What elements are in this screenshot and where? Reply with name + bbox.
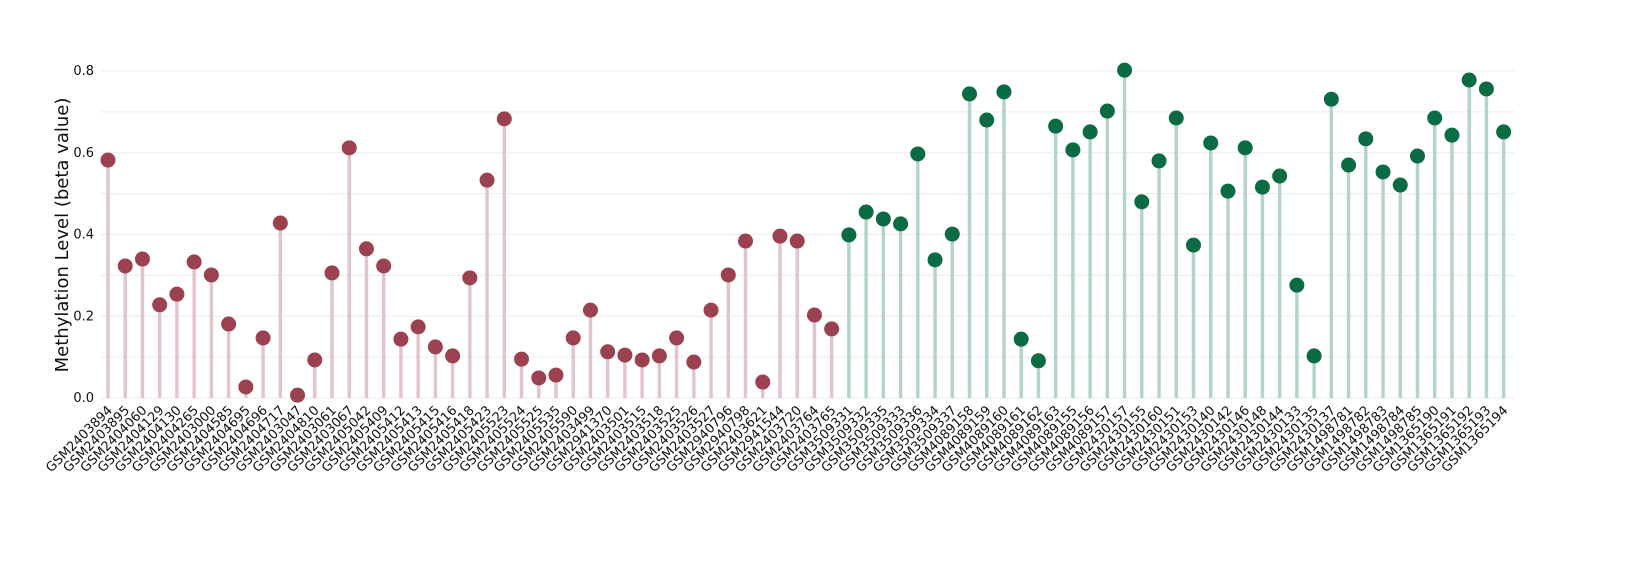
lollipop-point <box>789 233 805 249</box>
lollipop-point <box>910 146 926 162</box>
lollipop-point <box>979 112 995 128</box>
lollipop-point <box>686 354 702 370</box>
lollipop-point <box>1013 331 1029 347</box>
lollipop-point <box>531 370 547 386</box>
lollipop-point <box>858 204 874 220</box>
lollipop-point <box>221 316 237 332</box>
lollipop-point <box>1099 103 1115 119</box>
lollipop-point <box>134 251 150 267</box>
lollipop-point <box>410 319 426 335</box>
lollipop-point <box>117 258 133 274</box>
lollipop-point <box>1306 348 1322 364</box>
lollipop-point <box>651 348 667 364</box>
y-tick-label: 0.4 <box>73 228 94 243</box>
lollipop-point <box>548 367 564 383</box>
lollipop-point <box>875 211 891 227</box>
lollipop-point <box>565 330 581 346</box>
lollipop-point <box>100 152 116 168</box>
lollipop-point <box>772 228 788 244</box>
lollipop-point <box>1030 353 1046 369</box>
lollipop-point <box>290 387 306 403</box>
lollipop-point <box>479 172 495 188</box>
lollipop-point <box>755 374 771 390</box>
lollipop-point <box>445 348 461 364</box>
lollipop-point <box>1375 164 1391 180</box>
y-tick-label: 0.8 <box>73 64 94 79</box>
lollipop-point <box>1289 277 1305 293</box>
lollipop-point <box>962 86 977 102</box>
lollipop-point <box>1341 157 1357 173</box>
lollipop-point <box>427 339 443 355</box>
lollipop-point <box>376 258 392 274</box>
lollipop-point <box>1444 127 1460 143</box>
lollipop-point <box>996 84 1012 100</box>
y-axis: 0.0 0.2 0.4 0.6 0.8 <box>73 64 94 406</box>
lollipop-point <box>1358 131 1374 147</box>
lollipop-point <box>1254 179 1270 195</box>
lollipop-point <box>341 140 357 156</box>
lollipop-point <box>738 233 754 249</box>
lollipop-point <box>255 330 271 346</box>
lollipop-point <box>496 111 512 127</box>
y-axis-label: Methylation Level (beta value) <box>52 98 73 373</box>
lollipop-point <box>358 241 374 257</box>
lollipop-point <box>703 302 719 318</box>
grid <box>100 70 1515 399</box>
lollipop-point <box>1151 153 1167 169</box>
x-axis-labels: GSM2403894GSM2403895GSM2404060GSM2404129… <box>43 403 1511 475</box>
lollipop-point <box>824 321 840 337</box>
lollipop-point <box>1065 142 1081 158</box>
lollipop-point <box>1185 237 1201 253</box>
y-tick-label: 0.0 <box>73 391 94 406</box>
lollipop-point <box>186 254 202 270</box>
lollipop-point <box>324 265 340 281</box>
lollipop-point <box>307 352 323 368</box>
lollipop-point <box>514 351 530 367</box>
lollipop-point <box>1134 194 1150 210</box>
lollipop-point <box>152 297 168 313</box>
y-tick-label: 0.6 <box>73 146 94 161</box>
lollipop-point <box>1117 62 1133 78</box>
lollipop-point <box>893 216 909 232</box>
lollipop-point <box>272 215 288 231</box>
lollipop-point <box>1272 168 1288 184</box>
lollipop-point <box>1168 110 1184 126</box>
lollipop-point <box>634 352 650 368</box>
lollipop-point <box>841 227 857 243</box>
lollipop-point <box>582 302 598 318</box>
y-tick-label: 0.2 <box>73 309 94 324</box>
lollipop-point <box>1237 140 1253 156</box>
lollipop-point <box>927 252 943 268</box>
lollipop-point <box>600 344 616 360</box>
lollipop-point <box>1478 81 1494 97</box>
lollipop-point <box>1323 91 1339 107</box>
lollipop-point <box>203 267 219 283</box>
marks <box>100 62 1512 403</box>
lollipop-point <box>1203 135 1219 151</box>
lollipop-point <box>169 286 185 302</box>
lollipop-point <box>238 379 254 395</box>
lollipop-point <box>462 270 478 286</box>
lollipop-point <box>944 226 960 242</box>
lollipop-point <box>1220 183 1236 199</box>
lollipop-point <box>806 307 822 323</box>
lollipop-point <box>669 330 685 346</box>
lollipop-point <box>1048 118 1064 134</box>
lollipop-point <box>720 267 736 283</box>
lollipop-point <box>1409 148 1425 164</box>
lollipop-point <box>1392 177 1408 193</box>
lollipop-point <box>1427 110 1443 126</box>
lollipop-point <box>1461 72 1477 88</box>
lollipop-point <box>617 347 633 363</box>
lollipop-point <box>393 331 409 347</box>
lollipop-point <box>1496 124 1512 140</box>
lollipop-point <box>1082 124 1098 140</box>
